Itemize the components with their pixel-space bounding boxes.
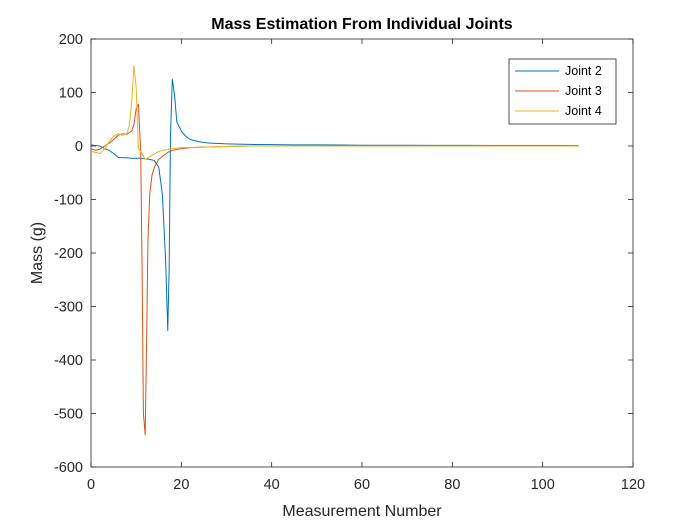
y-tick-label: -500 — [54, 407, 83, 423]
y-axis-label: Mass (g) — [29, 222, 46, 284]
y-tick-label: 100 — [59, 86, 83, 102]
y-tick-label: -200 — [54, 246, 83, 262]
x-tick-label: 20 — [173, 477, 189, 493]
x-axis-ticks: 0 20 40 60 80 100 120 — [87, 39, 645, 493]
series-line-joint-4 — [91, 65, 579, 160]
legend[interactable]: Joint 2 Joint 3 Joint 4 — [508, 58, 617, 125]
x-tick-label: 100 — [531, 477, 555, 493]
series-line-joint-2 — [91, 78, 579, 332]
y-tick-label: -100 — [54, 193, 83, 209]
x-tick-label: 120 — [621, 477, 645, 493]
legend-label-joint-4: Joint 4 — [565, 104, 602, 118]
chart-title: Mass Estimation From Individual Joints — [211, 16, 512, 33]
x-tick-label: 0 — [87, 477, 95, 493]
x-tick-label: 40 — [264, 477, 280, 493]
legend-label-joint-3: Joint 3 — [565, 84, 602, 98]
y-tick-label: 200 — [59, 32, 83, 48]
y-tick-label: -400 — [54, 353, 83, 369]
y-axis-ticks: -600 -500 -400 -300 -200 -100 0 100 200 — [54, 32, 633, 476]
x-tick-label: 60 — [354, 477, 370, 493]
x-axis-label: Measurement Number — [282, 503, 442, 520]
legend-label-joint-2: Joint 2 — [565, 64, 602, 78]
series-layer — [91, 65, 579, 436]
y-tick-label: -300 — [54, 300, 83, 316]
x-tick-label: 80 — [444, 477, 460, 493]
y-tick-label: 0 — [75, 139, 83, 155]
y-tick-label: -600 — [54, 460, 83, 476]
